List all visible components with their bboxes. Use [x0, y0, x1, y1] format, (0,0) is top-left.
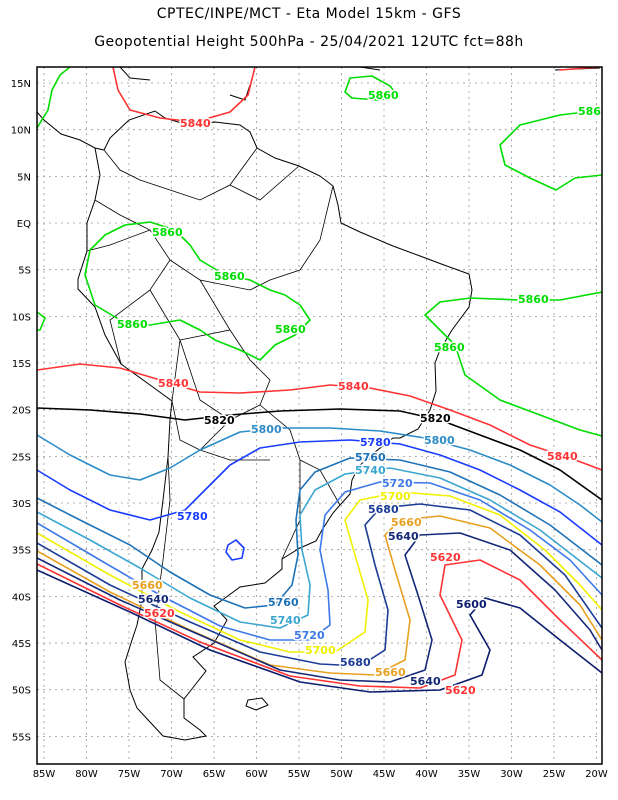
- south-america-coastline: [37, 110, 473, 741]
- contour-label: 5600: [456, 598, 487, 611]
- contour-label: 5740: [355, 464, 386, 477]
- contour-5860-west: [37, 311, 46, 331]
- contour-5820: [37, 407, 602, 501]
- contour-label: 5640: [410, 675, 441, 688]
- contour-label: 5640: [388, 530, 419, 543]
- contour-label: 5860: [578, 105, 609, 118]
- contour-5860-amazon: [84, 221, 311, 361]
- longitude-label: 60W: [245, 769, 268, 780]
- contour-label: 5860: [434, 341, 465, 354]
- latitude-label: 55S: [12, 732, 31, 743]
- falkland-islands: [245, 697, 269, 711]
- contour-label: 5740: [270, 614, 301, 627]
- contour-5680: [37, 503, 602, 667]
- latitude-label: 35S: [12, 546, 31, 557]
- contour-5700: [37, 491, 602, 653]
- contour-label: 5860: [275, 323, 306, 336]
- contour-label: 5780: [360, 436, 391, 449]
- graticule: [37, 67, 602, 764]
- longitude-label: 20W: [585, 769, 608, 780]
- longitude-label: 75W: [118, 769, 141, 780]
- latitude-label: 10N: [11, 126, 31, 137]
- longitude-label: 65W: [203, 769, 226, 780]
- contour-label: 5860: [518, 293, 549, 306]
- map-frame: [36, 66, 603, 765]
- contour-label: 5620: [144, 607, 175, 620]
- country-borders: [86, 147, 341, 700]
- contour-label: 5840: [547, 450, 578, 463]
- contour-label: 5620: [430, 551, 461, 564]
- latitude-label: 15S: [12, 359, 31, 370]
- contour-label: 5860: [214, 270, 245, 283]
- contour-5760: [37, 457, 602, 609]
- contour-label: 5820: [420, 412, 451, 425]
- latitude-label: 15N: [11, 79, 31, 90]
- caribbean-islands: [119, 67, 601, 101]
- longitude-label: 50W: [330, 769, 353, 780]
- longitude-label: 80W: [75, 769, 98, 780]
- contour-label: 5800: [251, 423, 282, 436]
- latitude-label: 10S: [12, 312, 31, 323]
- contour-label: 5640: [138, 593, 169, 606]
- axis-tick-labels: 85W 80W 75W 70W 65W 60W 55W 50W 45W 40W 35W 30W 25W 2…: [11, 79, 608, 780]
- longitude-label: 30W: [500, 769, 523, 780]
- contour-5720: [37, 481, 602, 641]
- latitude-label: EQ: [17, 219, 31, 230]
- contour-label: 5620: [445, 684, 476, 697]
- latitude-label: 40S: [12, 592, 31, 603]
- contour-label: 5680: [340, 656, 371, 669]
- latitude-label: 25S: [12, 452, 31, 463]
- contour-5860-atlantic: [424, 291, 602, 437]
- longitude-label: 85W: [33, 769, 56, 780]
- contour-label: 5840: [338, 380, 369, 393]
- contour-label: 5760: [268, 596, 299, 609]
- latitude-label: 5S: [18, 266, 31, 277]
- latitude-label: 30S: [12, 499, 31, 510]
- contour-label: 5820: [204, 414, 235, 427]
- latitude-label: 5N: [17, 172, 31, 183]
- longitude-label: 55W: [288, 769, 311, 780]
- contour-label: 5840: [158, 377, 189, 390]
- map-title: CPTEC/INPE/MCT - Eta Model 15km - GFS: [156, 6, 462, 22]
- contour-5860-nw: [37, 67, 71, 129]
- contour-label: 5780: [177, 510, 208, 523]
- map-subtitle: Geopotential Height 500hPa - 25/04/2021 …: [94, 34, 524, 50]
- contour-5840-north: [112, 67, 256, 123]
- contour-5620: [37, 559, 602, 689]
- contour-5600: [37, 569, 602, 693]
- contour-5800: [37, 427, 602, 523]
- contour-5840: [37, 363, 602, 471]
- contour-5860-atlantic-north: [499, 109, 602, 191]
- contour-5780: [37, 439, 602, 546]
- longitude-label: 35W: [458, 769, 481, 780]
- contour-5780-loop: [225, 539, 245, 561]
- longitude-label: 45W: [373, 769, 396, 780]
- latitude-label: 45S: [12, 639, 31, 650]
- longitude-label: 25W: [543, 769, 566, 780]
- contour-5740: [37, 467, 602, 629]
- contour-label: 5860: [152, 226, 183, 239]
- longitude-label: 40W: [415, 769, 438, 780]
- longitude-label: 70W: [160, 769, 183, 780]
- contour-label: 5660: [132, 579, 163, 592]
- contour-lines: [37, 67, 602, 693]
- contour-label: 5660: [391, 516, 422, 529]
- contour-label: 5800: [424, 434, 455, 447]
- contour-labels: 5840 5860 5860 5860 5860 5860 5860 5860 …: [116, 88, 609, 699]
- contour-label: 5840: [180, 117, 211, 130]
- contour-label: 5700: [380, 490, 411, 503]
- contour-label: 5860: [117, 318, 148, 331]
- contour-5640: [37, 532, 602, 683]
- contour-label: 5760: [355, 451, 386, 464]
- latitude-label: 20S: [12, 406, 31, 417]
- contour-5860-caribbean: [344, 75, 399, 101]
- contour-label: 5680: [368, 503, 399, 516]
- contour-label: 5720: [382, 477, 413, 490]
- contour-label: 5720: [294, 629, 325, 642]
- contour-label: 5660: [375, 666, 406, 679]
- contour-label: 5700: [305, 644, 336, 657]
- latitude-label: 50S: [12, 686, 31, 697]
- contour-label: 5860: [368, 89, 399, 102]
